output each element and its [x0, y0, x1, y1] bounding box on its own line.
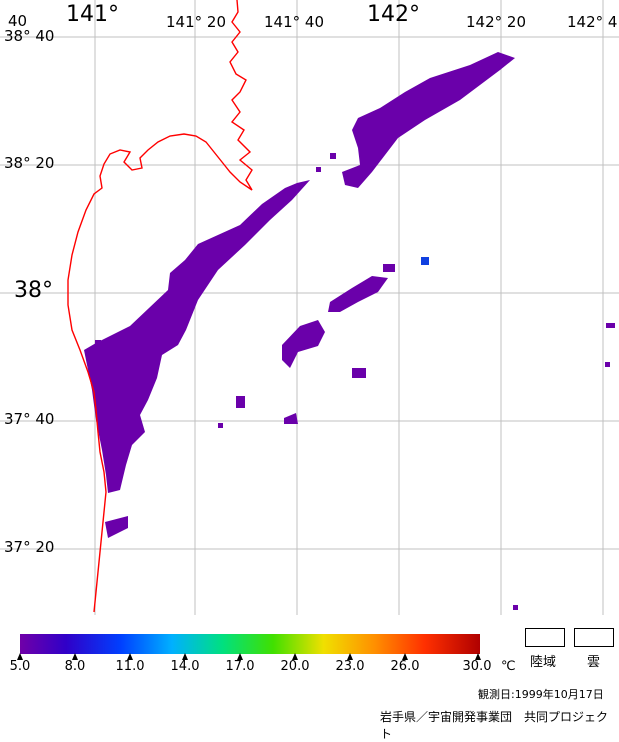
land-legend-box — [525, 628, 565, 647]
cloud-legend-label: 雲 — [587, 655, 601, 670]
scale-tick-label: 30.0 — [462, 659, 492, 674]
corner-label: 40 — [8, 12, 28, 30]
sst-patch-dot-4 — [330, 153, 336, 159]
scale-tick-label: 26.0 — [390, 659, 420, 674]
sst-patch-dot-8 — [218, 423, 223, 428]
scale-tick-label: 5.0 — [9, 659, 31, 674]
lat-label-38-20: 38° 20 — [4, 154, 55, 172]
sst-patch-east-small — [282, 320, 325, 368]
lon-label-141-20: 141° 20 — [166, 13, 226, 31]
sst-patch-south-2 — [284, 413, 298, 424]
sst-patches — [84, 52, 615, 610]
sst-map — [0, 0, 619, 660]
scale-tick-label: 11.0 — [115, 659, 145, 674]
color-scale-bar — [20, 634, 480, 654]
lon-label-142: 142° — [367, 2, 420, 27]
sst-patch-northeast — [342, 52, 515, 188]
land-legend-label: 陸域 — [530, 655, 557, 670]
lon-label-142-20: 142° 20 — [466, 13, 526, 31]
coastline — [67, 0, 253, 613]
sst-patch-dot-2 — [236, 396, 245, 408]
observation-date: 観測日:1999年10月17日 — [478, 688, 604, 701]
scale-tick-label: 8.0 — [64, 659, 86, 674]
color-scale-ticks — [17, 653, 481, 660]
sst-patch-dot-5 — [316, 167, 321, 172]
sst-patch-dot-1 — [352, 368, 366, 378]
lon-label-141: 141° — [66, 2, 119, 27]
scale-tick-label: 14.0 — [170, 659, 200, 674]
sst-patch-dot-3 — [383, 264, 395, 272]
lat-label-38-40: 38° 40 — [4, 27, 55, 45]
sst-patch-dot-6 — [606, 323, 615, 328]
lat-label-37-40: 37° 40 — [4, 410, 55, 428]
scale-unit: ℃ — [501, 659, 516, 674]
sst-patch-south-1 — [105, 516, 128, 538]
scale-tick-label: 23.0 — [335, 659, 365, 674]
cloud-legend-box — [574, 628, 614, 647]
sst-patch-dot-7 — [605, 362, 610, 367]
lon-label-142-40: 142° 4 — [567, 13, 618, 31]
sst-patch-east-band — [328, 276, 388, 312]
scale-tick-label: 17.0 — [225, 659, 255, 674]
sst-patch-dot-9 — [513, 605, 518, 610]
sst-patch-dot-10 — [95, 340, 101, 346]
lat-label-37-20: 37° 20 — [4, 538, 55, 556]
lon-label-141-40: 141° 40 — [264, 13, 324, 31]
lat-label-38: 38° — [14, 278, 53, 303]
credit-line: 岩手県／宇宙開発事業団 共同プロジェクト — [380, 710, 609, 741]
scale-tick-label: 20.0 — [280, 659, 310, 674]
sst-warm-dot — [421, 257, 429, 265]
graticule — [0, 0, 619, 615]
sst-patch-main-band — [84, 180, 310, 493]
